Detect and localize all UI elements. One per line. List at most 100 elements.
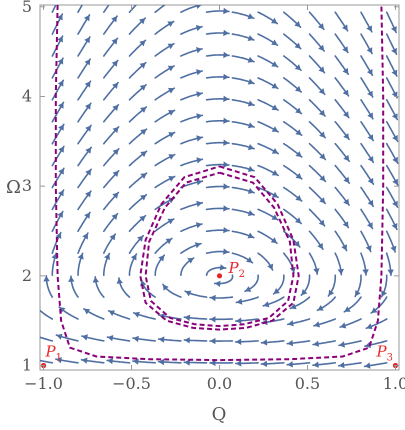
stream-arrow-head — [137, 235, 144, 242]
stream-arrow-head — [57, 80, 64, 87]
stream-arrow-head — [92, 276, 99, 283]
stream-arrow-head — [58, 168, 64, 175]
stream-arrow-head — [165, 238, 172, 245]
stream-arrow-head — [366, 25, 372, 32]
stream-arrow-head — [196, 91, 203, 98]
stream-arrow-head — [342, 89, 349, 96]
stream-arrow-head — [185, 290, 192, 297]
stream-arrow-head — [328, 289, 335, 296]
stream-arrow-head — [140, 194, 147, 201]
stream-arrow-head — [267, 263, 274, 270]
stream-arrow-head — [140, 129, 147, 136]
stream-arrow-head — [263, 301, 270, 308]
point-label-subscript: 3 — [387, 353, 393, 364]
stream-arrow-head — [343, 111, 349, 118]
stream-arrow-head — [387, 269, 394, 276]
stream-arrow-head — [295, 195, 302, 201]
x-tick-label: −0.5 — [112, 374, 151, 393]
stream-arrow-head — [196, 113, 203, 120]
stream-arrow-head — [313, 268, 320, 275]
stream-arrow-head — [392, 135, 398, 142]
stream-arrow-head — [168, 110, 175, 116]
stream-arrow-head — [367, 199, 374, 207]
stream-arrow-head — [342, 67, 349, 75]
stream-arrow-head — [133, 335, 139, 343]
stream-arrow-head — [196, 47, 203, 54]
stream-arrow-head — [195, 222, 202, 229]
x-axis-label: Q — [212, 404, 227, 425]
stream-arrow-head — [184, 337, 190, 344]
stream-arrow-head — [391, 113, 398, 120]
stream-arrow-head — [339, 341, 345, 348]
stream-arrow-head — [140, 151, 147, 158]
stream-arrow-head — [85, 191, 91, 198]
stream-arrow-head — [112, 126, 119, 134]
stream-arrow-head — [261, 339, 268, 346]
stream-arrow-head — [271, 17, 278, 24]
stream-arrow-head — [168, 176, 175, 182]
stream-arrow-head — [223, 205, 229, 212]
stream-arrow-head — [111, 60, 118, 67]
stream-arrow-head — [112, 82, 119, 89]
stream-arrow-head — [112, 148, 119, 156]
stream-arrow-head — [247, 232, 254, 239]
stream-arrow-head — [294, 21, 301, 28]
stream-line — [40, 336, 54, 342]
stream-arrow-head — [247, 187, 255, 194]
critical-point-label-3: P3 — [375, 343, 392, 364]
y-axis-label: Ω — [6, 177, 21, 198]
x-tick-label: 0.0 — [207, 374, 232, 393]
separatrix-inner-1 — [139, 165, 300, 331]
stream-arrow-head — [340, 322, 347, 329]
stream-arrow-head — [187, 258, 194, 264]
stream-arrow-head — [116, 278, 123, 284]
stream-arrow-head — [223, 29, 229, 37]
stream-field — [40, 0, 399, 369]
stream-arrow-head — [392, 200, 398, 208]
stream-arrow-head — [289, 266, 296, 273]
stream-arrow-head — [391, 26, 397, 33]
stream-arrow-head — [107, 335, 114, 342]
stream-arrow-head — [367, 156, 374, 163]
stream-arrow-head — [270, 237, 277, 244]
stream-arrow-head — [247, 78, 254, 85]
stream-arrow-head — [195, 24, 202, 32]
stream-arrow-head — [104, 253, 110, 260]
x-tick-label: 1.0 — [383, 374, 405, 393]
stream-arrow-head — [194, 242, 201, 249]
stream-arrow-head — [391, 47, 397, 55]
stream-arrow-head — [344, 306, 351, 312]
stream-arrow-head — [313, 340, 319, 347]
stream-arrow-head — [290, 303, 297, 310]
stream-arrow-head — [367, 112, 373, 119]
stream-arrow-head — [317, 23, 324, 30]
stream-arrow-head — [196, 135, 203, 142]
separatrix-group — [54, 5, 385, 362]
stream-line — [77, 5, 84, 13]
stream-arrow-head — [112, 104, 119, 111]
stream-arrow-head — [210, 294, 216, 302]
stream-arrow-head — [85, 147, 92, 154]
stream-arrow-head — [51, 253, 58, 260]
stream-arrow-head — [295, 172, 302, 179]
stream-arrow-head — [167, 21, 174, 27]
stream-arrow-head — [196, 69, 203, 76]
stream-arrow-head — [271, 82, 278, 89]
stream-arrow-head — [246, 256, 253, 263]
stream-arrow-head — [247, 210, 254, 216]
stream-arrow-head — [139, 62, 146, 69]
stream-arrow-head — [294, 42, 301, 49]
stream-arrow-head — [367, 222, 373, 229]
critical-point-label-1: P1 — [45, 343, 62, 364]
stream-line — [51, 5, 57, 13]
stream-arrow-head — [139, 215, 146, 222]
stream-arrow-head — [271, 214, 278, 220]
stream-arrow-head — [271, 191, 279, 198]
stream-arrow-head — [392, 178, 398, 186]
stream-arrow-head — [167, 0, 173, 5]
stream-arrow-head — [317, 242, 323, 250]
stream-arrow-head — [158, 358, 165, 366]
stream-arrow-head — [85, 103, 91, 110]
stream-arrow-head — [247, 13, 254, 20]
